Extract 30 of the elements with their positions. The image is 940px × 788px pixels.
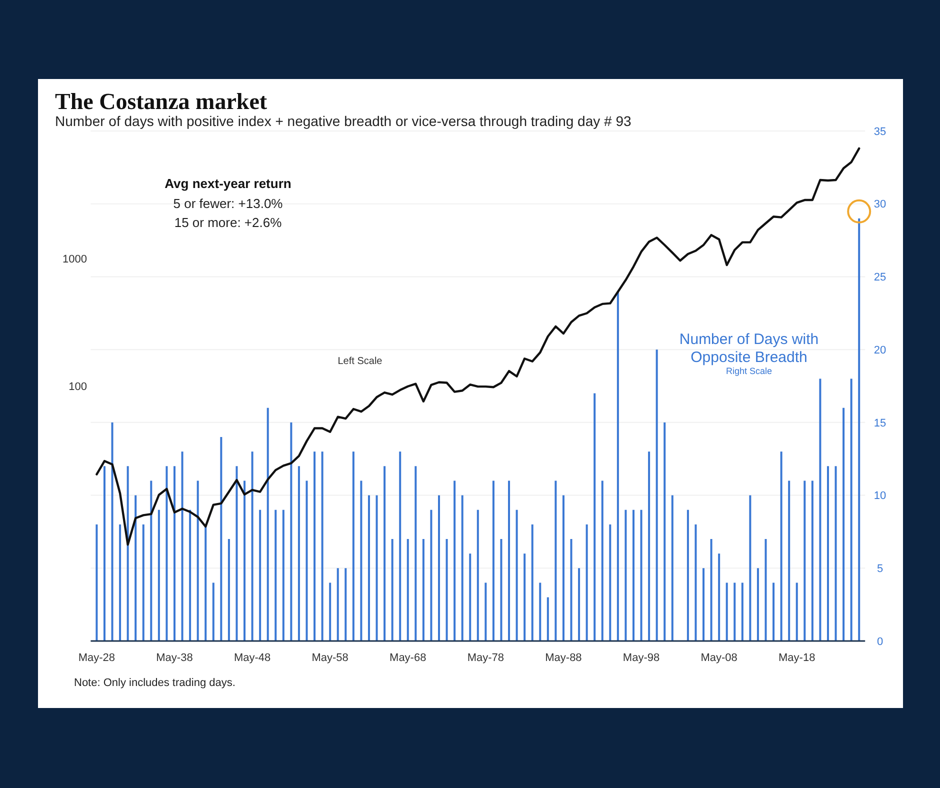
y2-tick-label: 30 xyxy=(874,198,886,211)
text: Note: Only includes trading days. xyxy=(74,677,236,689)
y-tick-label: 100 xyxy=(68,380,87,393)
x-tick-label: May-88 xyxy=(545,652,582,664)
y2-tick-label: 25 xyxy=(874,272,886,284)
annotation: 15 or more: +2.6% xyxy=(174,215,282,230)
x-tick-label: May-28 xyxy=(78,652,116,664)
x-tick-label: May-48 xyxy=(234,652,271,664)
x-tick-label: May-08 xyxy=(700,652,738,664)
chart-subtitle: Number of days with positive index + negative breadth or vice-versa through trading day # 93 xyxy=(55,113,632,129)
x-tick-label: May-38 xyxy=(156,652,193,664)
x-tick-label: May-78 xyxy=(467,652,504,664)
annotation: Avg next-year return xyxy=(164,176,292,191)
chart-title: The Costanza market xyxy=(55,89,268,114)
y2-tick-label: 0 xyxy=(876,636,884,648)
y2-tick-label: 20 xyxy=(874,344,886,356)
y-tick-label: 1000 xyxy=(62,253,87,266)
y2-tick-label: 35 xyxy=(874,126,886,138)
y2-tick-label: 5 xyxy=(876,562,884,575)
annotation: 5 or fewer: +13.0% xyxy=(173,196,284,211)
x-tick-label: May-98 xyxy=(622,652,660,664)
series-label: Number of Days with Opposite Breadth xyxy=(679,331,819,366)
y2-tick-label: 10 xyxy=(874,490,886,502)
y2-tick-label: 15 xyxy=(874,417,886,430)
x-tick-label: May-68 xyxy=(390,652,426,664)
line-series xyxy=(96,147,860,546)
x-tick-label: May-18 xyxy=(778,652,816,664)
x-tick-label: May-58 xyxy=(312,652,348,664)
annotation: Left Scale xyxy=(338,356,383,367)
annotation: Right Scale xyxy=(726,366,772,376)
